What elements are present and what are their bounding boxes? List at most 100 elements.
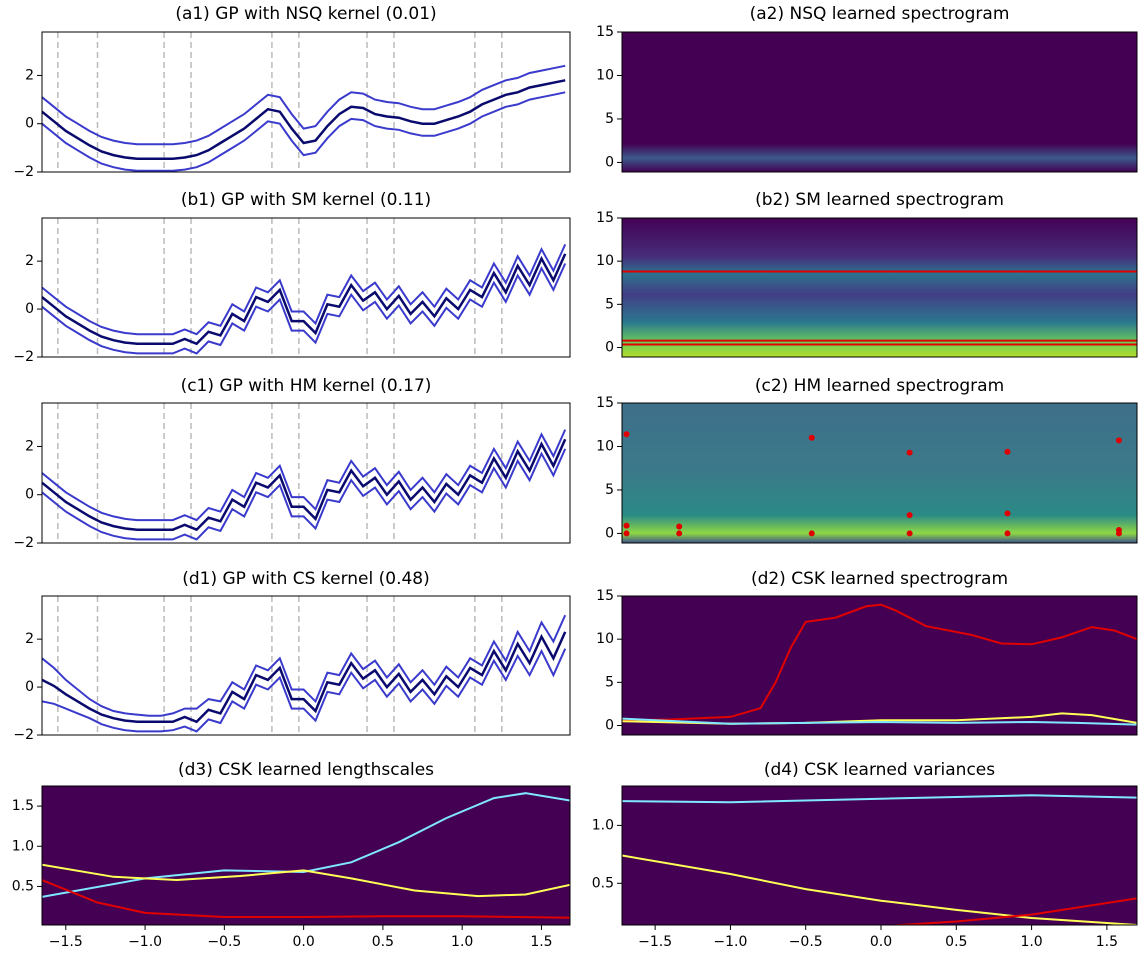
plot-frame (621, 785, 1138, 926)
y-tick-label: 10 (596, 438, 614, 454)
point (906, 512, 913, 519)
plot-area (42, 403, 567, 543)
line (42, 64, 566, 146)
y-tick-label: 5 (605, 674, 614, 690)
plot-background (622, 403, 1137, 543)
panel-title: (b1) GP with SM kernel (0.11) (181, 190, 431, 210)
x-tick-label: −0.5 (789, 934, 823, 950)
plot-frame (41, 31, 571, 173)
plot-frame (41, 785, 571, 926)
point (808, 434, 815, 441)
x-tick-label: 0.0 (870, 934, 892, 950)
plot-area (622, 603, 1137, 726)
point (906, 449, 913, 456)
panel-title: (a1) GP with NSQ kernel (0.01) (175, 4, 436, 24)
point (623, 522, 630, 529)
line (42, 438, 567, 532)
point (906, 530, 913, 537)
x-tick-label: −0.5 (207, 934, 241, 950)
y-tick-label: −2 (13, 535, 34, 551)
line (42, 253, 567, 346)
plot-frame (621, 31, 1138, 173)
x-tick-label: −1.0 (128, 934, 162, 950)
line (42, 879, 570, 919)
point (623, 530, 630, 537)
y-tick-label: −2 (13, 727, 34, 743)
y-tick-label: 10 (596, 253, 614, 269)
plot-area (622, 794, 1137, 925)
y-tick-label: 5 (605, 111, 614, 127)
y-tick-label: 0.5 (592, 875, 614, 891)
line (42, 648, 567, 733)
line (42, 863, 570, 898)
plot-background (622, 32, 1137, 172)
plot-frame (621, 595, 1138, 736)
y-tick-label: 0 (605, 154, 614, 170)
plot-background (622, 218, 1137, 357)
point (1115, 437, 1122, 444)
plot-area (42, 792, 570, 919)
y-tick-label: 0.5 (12, 878, 34, 894)
y-tick-label: 5 (605, 482, 614, 498)
plot-area (42, 32, 566, 172)
panel-title: (c2) HM learned spectrogram (755, 376, 1004, 396)
panel-title: (a2) NSQ learned spectrogram (750, 4, 1010, 24)
plot-frame (621, 217, 1138, 358)
plot-area (42, 218, 567, 357)
panel-title: (d4) CSK learned variances (764, 760, 995, 780)
y-tick-label: 2 (25, 631, 34, 647)
x-tick-label: 0.5 (372, 934, 394, 950)
panel-title: (d3) CSK learned lengthscales (178, 760, 434, 780)
point (1004, 510, 1011, 517)
line (42, 91, 566, 172)
y-tick-label: 0 (25, 301, 34, 317)
line (42, 429, 567, 522)
y-tick-label: 1.5 (12, 798, 34, 814)
plot-frame (621, 402, 1138, 544)
line (42, 79, 566, 160)
plot-area (623, 431, 1122, 537)
point (623, 431, 630, 438)
y-tick-label: 2 (25, 253, 34, 269)
point (1004, 448, 1011, 455)
line (42, 243, 567, 336)
point (676, 523, 683, 530)
y-tick-label: 10 (596, 67, 614, 83)
y-tick-label: 15 (596, 588, 614, 604)
y-tick-label: −2 (13, 164, 34, 180)
plot-background (42, 32, 570, 172)
y-tick-label: 2 (25, 67, 34, 83)
x-tick-label: 0.0 (292, 934, 314, 950)
x-tick-label: 0.5 (945, 934, 967, 950)
x-tick-label: 1.5 (1096, 934, 1118, 950)
y-tick-label: 1.0 (592, 817, 614, 833)
line (622, 717, 1137, 726)
x-tick-label: −1.5 (49, 934, 83, 950)
plot-frame (41, 217, 571, 358)
line (42, 631, 567, 724)
y-tick-label: −2 (13, 349, 34, 365)
x-tick-label: −1.5 (638, 934, 672, 950)
point (1004, 530, 1011, 537)
y-tick-label: 15 (596, 210, 614, 226)
panel-title: (d1) GP with CS kernel (0.48) (182, 569, 430, 589)
point (1115, 530, 1122, 537)
line (42, 792, 570, 898)
line (622, 794, 1137, 804)
x-tick-label: 1.0 (451, 934, 473, 950)
line (884, 897, 1137, 925)
y-tick-label: 0 (25, 116, 34, 132)
line (42, 263, 567, 355)
y-tick-label: 0 (25, 487, 34, 503)
point (676, 530, 683, 537)
panel-title: (b2) SM learned spectrogram (755, 190, 1004, 210)
panel-title: (d2) CSK learned spectrogram (751, 569, 1008, 589)
x-tick-label: 1.0 (1020, 934, 1042, 950)
y-tick-label: 2 (25, 438, 34, 454)
y-tick-label: 0 (605, 340, 614, 356)
plot-frame (41, 595, 571, 736)
line (622, 603, 1137, 722)
y-tick-label: 15 (596, 24, 614, 40)
line (42, 448, 567, 541)
